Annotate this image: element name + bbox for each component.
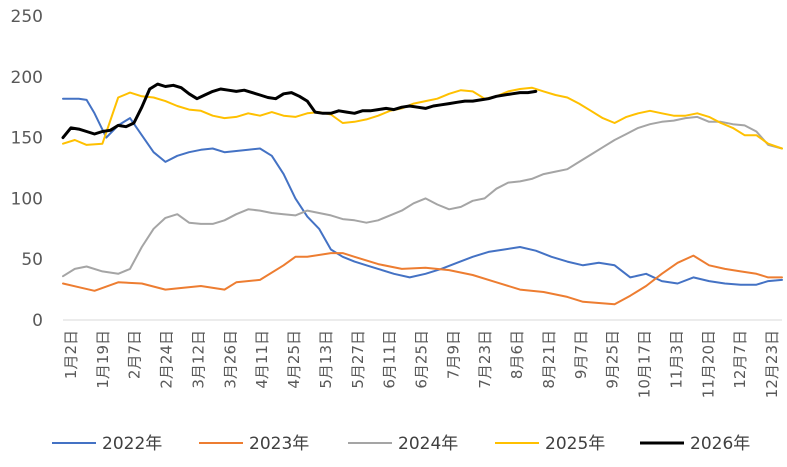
y-tick-label: 200	[11, 68, 43, 88]
x-tick-label: 5月27日	[349, 330, 367, 389]
legend: 2022年 2023年 2024年 2025年 2026年	[52, 434, 750, 454]
x-tick-label: 8月6日	[508, 330, 526, 379]
x-tick-label: 5月13日	[317, 330, 335, 389]
legend-label: 2026年	[690, 434, 750, 454]
legend-label: 2024年	[398, 434, 458, 454]
x-tick-label: 2月24日	[158, 330, 176, 389]
legend-label: 2023年	[249, 434, 309, 454]
x-tick-label: 12月23日	[763, 330, 781, 398]
x-tick-label: 6月11日	[381, 330, 399, 389]
x-tick-label: 11月3日	[667, 330, 685, 389]
x-axis: 1月2日 1月19日 2月7日 2月24日 3月12日 3月26日 4月11日 4月25日 5月…	[62, 330, 781, 398]
y-tick-label: 150	[11, 129, 43, 149]
x-tick-label: 3月12日	[189, 330, 207, 389]
x-tick-label: 2月7日	[126, 330, 144, 379]
x-tick-label: 10月17日	[636, 330, 654, 398]
x-tick-label: 1月2日	[62, 330, 80, 379]
y-tick-label: 50	[21, 250, 43, 270]
y-tick-label: 250	[11, 7, 43, 27]
x-tick-label: 6月25日	[413, 330, 431, 389]
x-tick-label: 7月23日	[476, 330, 494, 389]
series-line-4	[62, 86, 783, 150]
series-line-3	[62, 115, 783, 278]
x-tick-label: 4月11日	[253, 330, 271, 389]
x-tick-label: 1月19日	[94, 330, 112, 389]
x-tick-label: 11月20日	[699, 330, 717, 398]
legend-label: 2025年	[545, 434, 605, 454]
series-line-2	[62, 252, 783, 306]
y-tick-label: 0	[32, 311, 43, 331]
x-tick-label: 7月9日	[444, 330, 462, 379]
series-layer	[61, 82, 783, 306]
series-line-1	[62, 97, 783, 286]
x-tick-label: 9月7日	[572, 330, 590, 379]
x-tick-label: 4月25日	[285, 330, 303, 389]
legend-label: 2022年	[102, 434, 162, 454]
x-tick-label: 8月21日	[540, 330, 558, 389]
y-axis: 0 50 100 150 200 250	[11, 7, 43, 331]
x-tick-label: 3月26日	[221, 330, 239, 389]
x-tick-label: 9月25日	[604, 330, 622, 389]
series-line-5	[61, 82, 538, 140]
x-tick-label: 12月7日	[731, 330, 749, 389]
y-tick-label: 100	[11, 189, 43, 209]
